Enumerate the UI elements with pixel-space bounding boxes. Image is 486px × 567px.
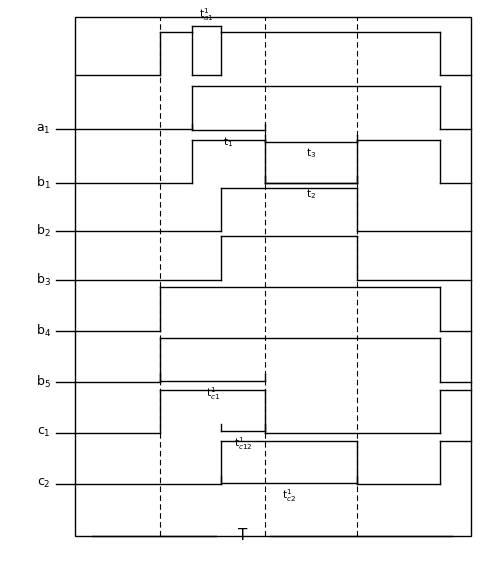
Text: t$^1_{c1}$: t$^1_{c1}$ [206, 386, 220, 403]
Text: b$_5$: b$_5$ [36, 374, 51, 390]
Text: t$_3$: t$_3$ [306, 146, 316, 160]
Text: b$_4$: b$_4$ [36, 323, 51, 338]
Text: c$_1$: c$_1$ [37, 426, 51, 439]
Text: a$_1$: a$_1$ [36, 122, 51, 136]
Text: c$_2$: c$_2$ [37, 477, 51, 490]
Text: T: T [238, 528, 248, 543]
Text: t$_2$: t$_2$ [306, 187, 316, 201]
Text: t$_1$: t$_1$ [224, 135, 233, 149]
Text: b$_2$: b$_2$ [36, 223, 51, 239]
Text: t$^1_{c12}$: t$^1_{c12}$ [234, 435, 252, 452]
Text: b$_1$: b$_1$ [36, 175, 51, 191]
Text: t$^1_{c2}$: t$^1_{c2}$ [282, 488, 296, 505]
Text: b$_3$: b$_3$ [36, 272, 51, 287]
Bar [75, 17, 471, 536]
Text: t$^1_{a1}$: t$^1_{a1}$ [199, 6, 214, 23]
